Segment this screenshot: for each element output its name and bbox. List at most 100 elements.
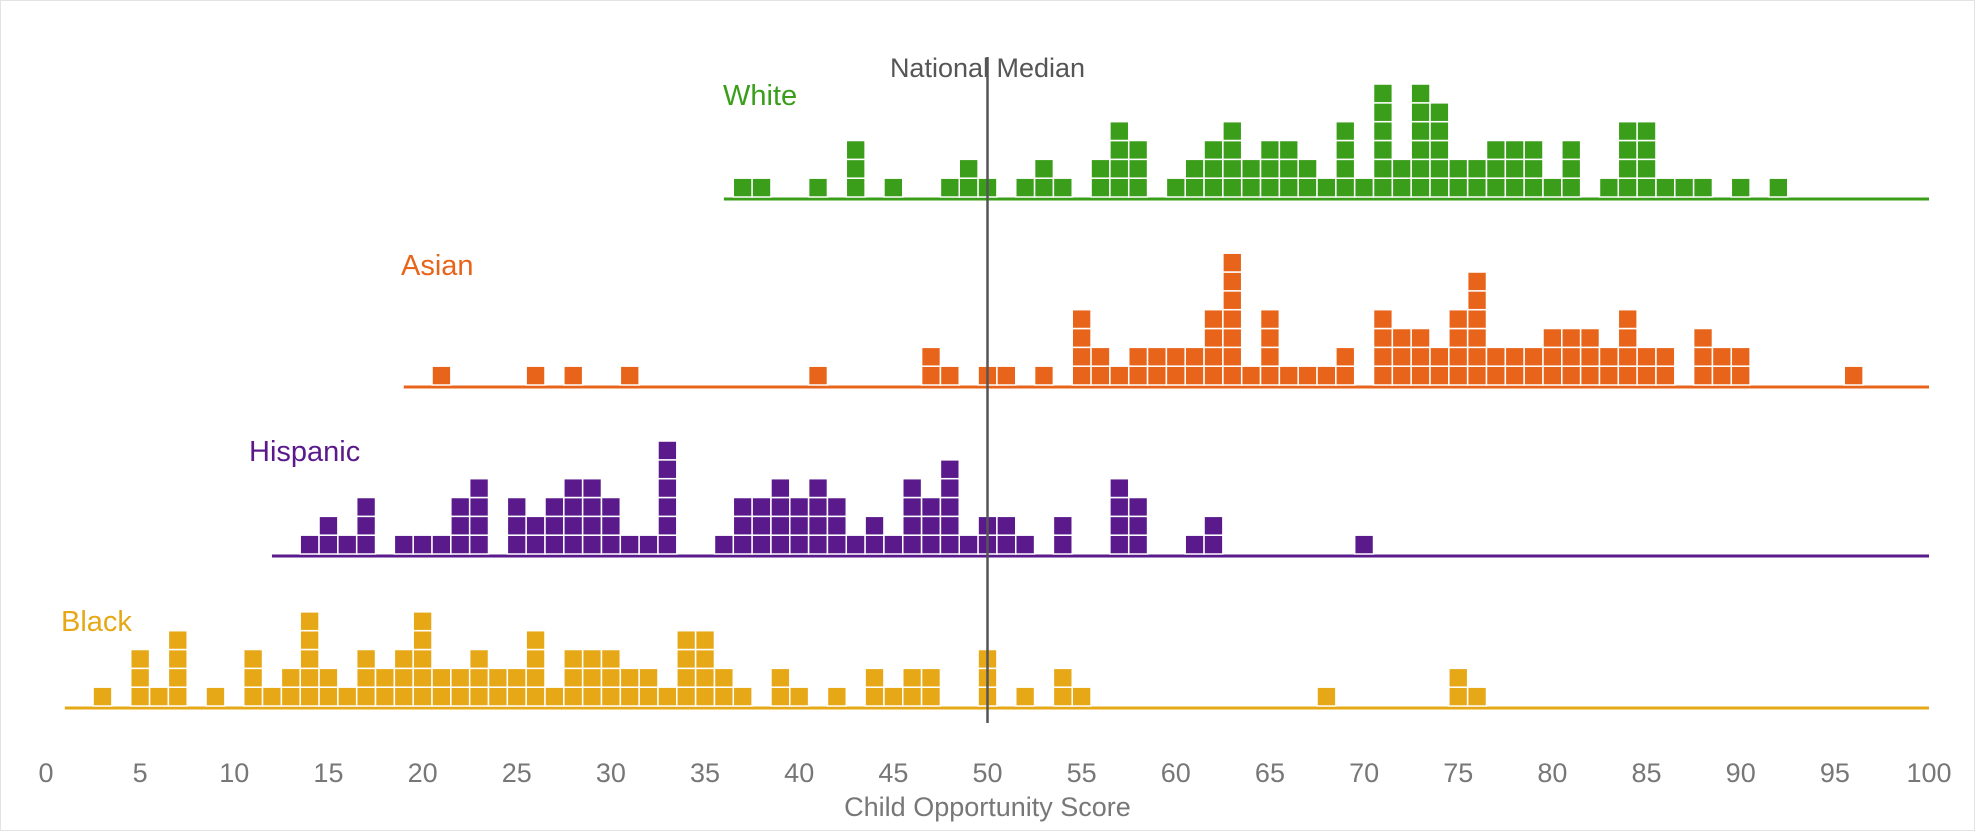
dot-square (600, 515, 622, 536)
dot-square (732, 177, 753, 198)
dot-square (732, 686, 753, 707)
dot-square (1655, 346, 1676, 367)
dot-square (1655, 177, 1676, 198)
dot-square (468, 667, 490, 688)
dot-square (600, 686, 622, 707)
dot-square (468, 534, 490, 555)
x-tick-label: 100 (1906, 758, 1951, 788)
dot-square (167, 648, 188, 670)
dot-square (1372, 102, 1394, 123)
dot-square (1542, 365, 1563, 386)
dot-square (770, 686, 791, 707)
dot-square (355, 686, 377, 707)
x-tick-label: 35 (690, 758, 720, 788)
dot-square (1052, 667, 1073, 688)
x-tick-label: 30 (596, 758, 626, 788)
dot-square (1730, 177, 1751, 198)
x-axis-ticks: 0 5 10 15 20 25 30 35 40 45 50 55 60 65 70 75 80 85 90 95 10… (38, 758, 1951, 788)
dot-square (1410, 83, 1431, 104)
dot-square (807, 477, 829, 499)
dot-square (1598, 365, 1620, 386)
dot-square (996, 365, 1017, 386)
dot-square (1466, 177, 1488, 198)
dot-square (1146, 346, 1168, 367)
dot-square (1391, 177, 1412, 198)
dot-square (1617, 158, 1638, 179)
dot-square (431, 534, 452, 555)
dot-square (581, 515, 603, 536)
dot-square (1203, 158, 1224, 179)
dot-square (694, 667, 716, 688)
dot-square (393, 648, 414, 670)
dot-square (845, 534, 866, 555)
dot-square (1109, 120, 1130, 142)
dot-square (1466, 365, 1488, 386)
dot-square (1297, 177, 1318, 198)
dot-square (1561, 365, 1582, 386)
dot-square (563, 365, 584, 386)
dot-square (1109, 515, 1130, 536)
dot-square (1561, 177, 1582, 198)
dot-square (1109, 365, 1130, 386)
dot-square (1127, 534, 1149, 555)
dot-square (1636, 158, 1657, 179)
dot-square (412, 667, 433, 688)
dot-square (1222, 327, 1243, 349)
dot-square (920, 534, 942, 555)
dot-square (1485, 177, 1507, 198)
dot-square (939, 496, 961, 518)
dot-square (1429, 365, 1450, 386)
dot-square (1523, 177, 1544, 198)
dot-square (1052, 177, 1073, 198)
dot-square (883, 534, 904, 555)
dot-square (1410, 120, 1431, 142)
dot-square (1523, 346, 1544, 367)
series-label-black: Black (61, 606, 132, 638)
dot-square (883, 177, 904, 198)
dot-square (1146, 365, 1168, 386)
dot-square (1127, 177, 1149, 198)
dot-square (1391, 346, 1412, 367)
series-hispanic: Hispanic (249, 436, 1929, 558)
dot-square (1240, 365, 1262, 386)
dot-square (299, 611, 320, 632)
dot-square (864, 534, 885, 555)
dot-square (1579, 327, 1601, 349)
x-tick-label: 90 (1726, 758, 1756, 788)
dot-square (1184, 177, 1205, 198)
dot-square (1391, 158, 1412, 179)
dot-square (129, 667, 151, 688)
dot-square (581, 534, 603, 555)
dot-square (1259, 139, 1281, 161)
dot-square (600, 534, 622, 555)
dot-square (770, 477, 791, 499)
dot-square (506, 496, 527, 518)
dot-square (939, 459, 961, 480)
dot-square (1052, 534, 1073, 555)
dot-square (694, 686, 716, 707)
dot-square (996, 534, 1017, 555)
dot-square (732, 515, 753, 536)
dot-square (92, 686, 113, 707)
dot-square (920, 365, 942, 386)
x-tick-label: 75 (1443, 758, 1473, 788)
dot-square (1504, 346, 1525, 367)
dot-square (1316, 365, 1337, 386)
dot-square (355, 648, 377, 670)
dot-square (1203, 346, 1224, 367)
national-median-label: National Median (890, 53, 1085, 83)
dot-square (1410, 327, 1431, 349)
x-tick-label: 45 (878, 758, 908, 788)
dot-square (393, 686, 414, 707)
dot-square (1655, 365, 1676, 386)
dot-square (393, 534, 414, 555)
dot-square (468, 477, 490, 499)
dot-square (487, 686, 509, 707)
dot-square (1090, 158, 1111, 179)
dot-square (1127, 365, 1149, 386)
dot-square (1109, 534, 1130, 555)
dot-square (1127, 346, 1149, 367)
dot-square (544, 515, 565, 536)
dot-square (939, 365, 961, 386)
dot-square (1240, 158, 1262, 179)
